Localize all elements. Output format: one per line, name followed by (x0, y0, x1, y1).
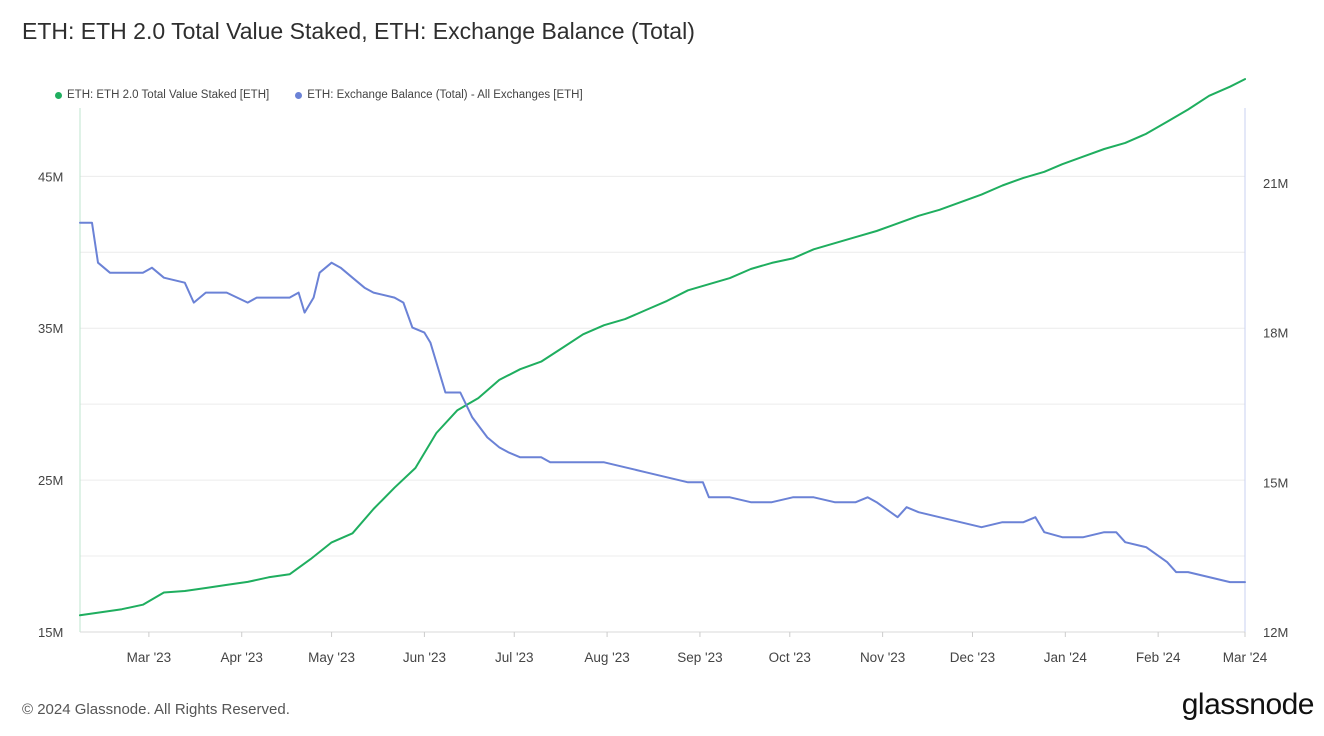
y-left-tick-label: 45M (38, 169, 63, 184)
y-right-tick-label: 15M (1263, 475, 1288, 490)
x-tick-label: Apr '23 (221, 650, 263, 665)
x-tick-label: Oct '23 (769, 650, 811, 665)
y-right-tick-label: 12M (1263, 625, 1288, 640)
legend-item-staked[interactable]: ETH: ETH 2.0 Total Value Staked [ETH] (55, 89, 269, 101)
y-left-tick-label: 25M (38, 473, 63, 488)
x-tick-label: Mar '23 (127, 650, 172, 665)
x-tick-label: Jul '23 (495, 650, 534, 665)
x-tick-label: Dec '23 (950, 650, 995, 665)
grid-lines (80, 175, 1245, 633)
legend-dot-staked (55, 91, 62, 99)
x-tick-label: Mar '24 (1223, 650, 1268, 665)
series-line-staked[interactable] (79, 78, 1246, 617)
chart-title: ETH: ETH 2.0 Total Value Staked, ETH: Ex… (22, 18, 695, 44)
y-right-tick-label: 21M (1263, 176, 1288, 191)
x-tick-label: Nov '23 (860, 650, 905, 665)
legend-label-exchange-balance: ETH: Exchange Balance (Total) - All Exch… (307, 89, 583, 101)
legend-item-exchange-balance[interactable]: ETH: Exchange Balance (Total) - All Exch… (295, 89, 583, 101)
x-tick-label: Jun '23 (403, 650, 446, 665)
legend-dot-exchange-balance (295, 91, 303, 99)
chart-legend: ETH: ETH 2.0 Total Value Staked [ETH] ET… (55, 89, 583, 101)
x-tick-label: Sep '23 (677, 650, 722, 665)
copyright-footer: © 2024 Glassnode. All Rights Reserved. (22, 701, 290, 718)
y-left-tick-label: 35M (38, 321, 63, 336)
x-tick-label: May '23 (308, 650, 355, 665)
series-lines (79, 78, 1246, 617)
glassnode-logo[interactable]: glassnode (1181, 688, 1315, 721)
tick-labels: 15M 25M 35M 45M 12M 15M 18M 21M Mar '23 Apr '23 Ma… (38, 169, 1288, 665)
series-line-exchange-balance[interactable] (79, 221, 1246, 584)
y-right-tick-label: 18M (1263, 326, 1288, 341)
x-tick-label: Jan '24 (1044, 650, 1088, 665)
y-left-tick-label: 15M (38, 625, 63, 640)
axes (79, 108, 1246, 637)
x-tick-label: Feb '24 (1136, 650, 1181, 665)
legend-label-staked: ETH: ETH 2.0 Total Value Staked [ETH] (67, 89, 270, 101)
x-tick-label: Aug '23 (584, 650, 629, 665)
